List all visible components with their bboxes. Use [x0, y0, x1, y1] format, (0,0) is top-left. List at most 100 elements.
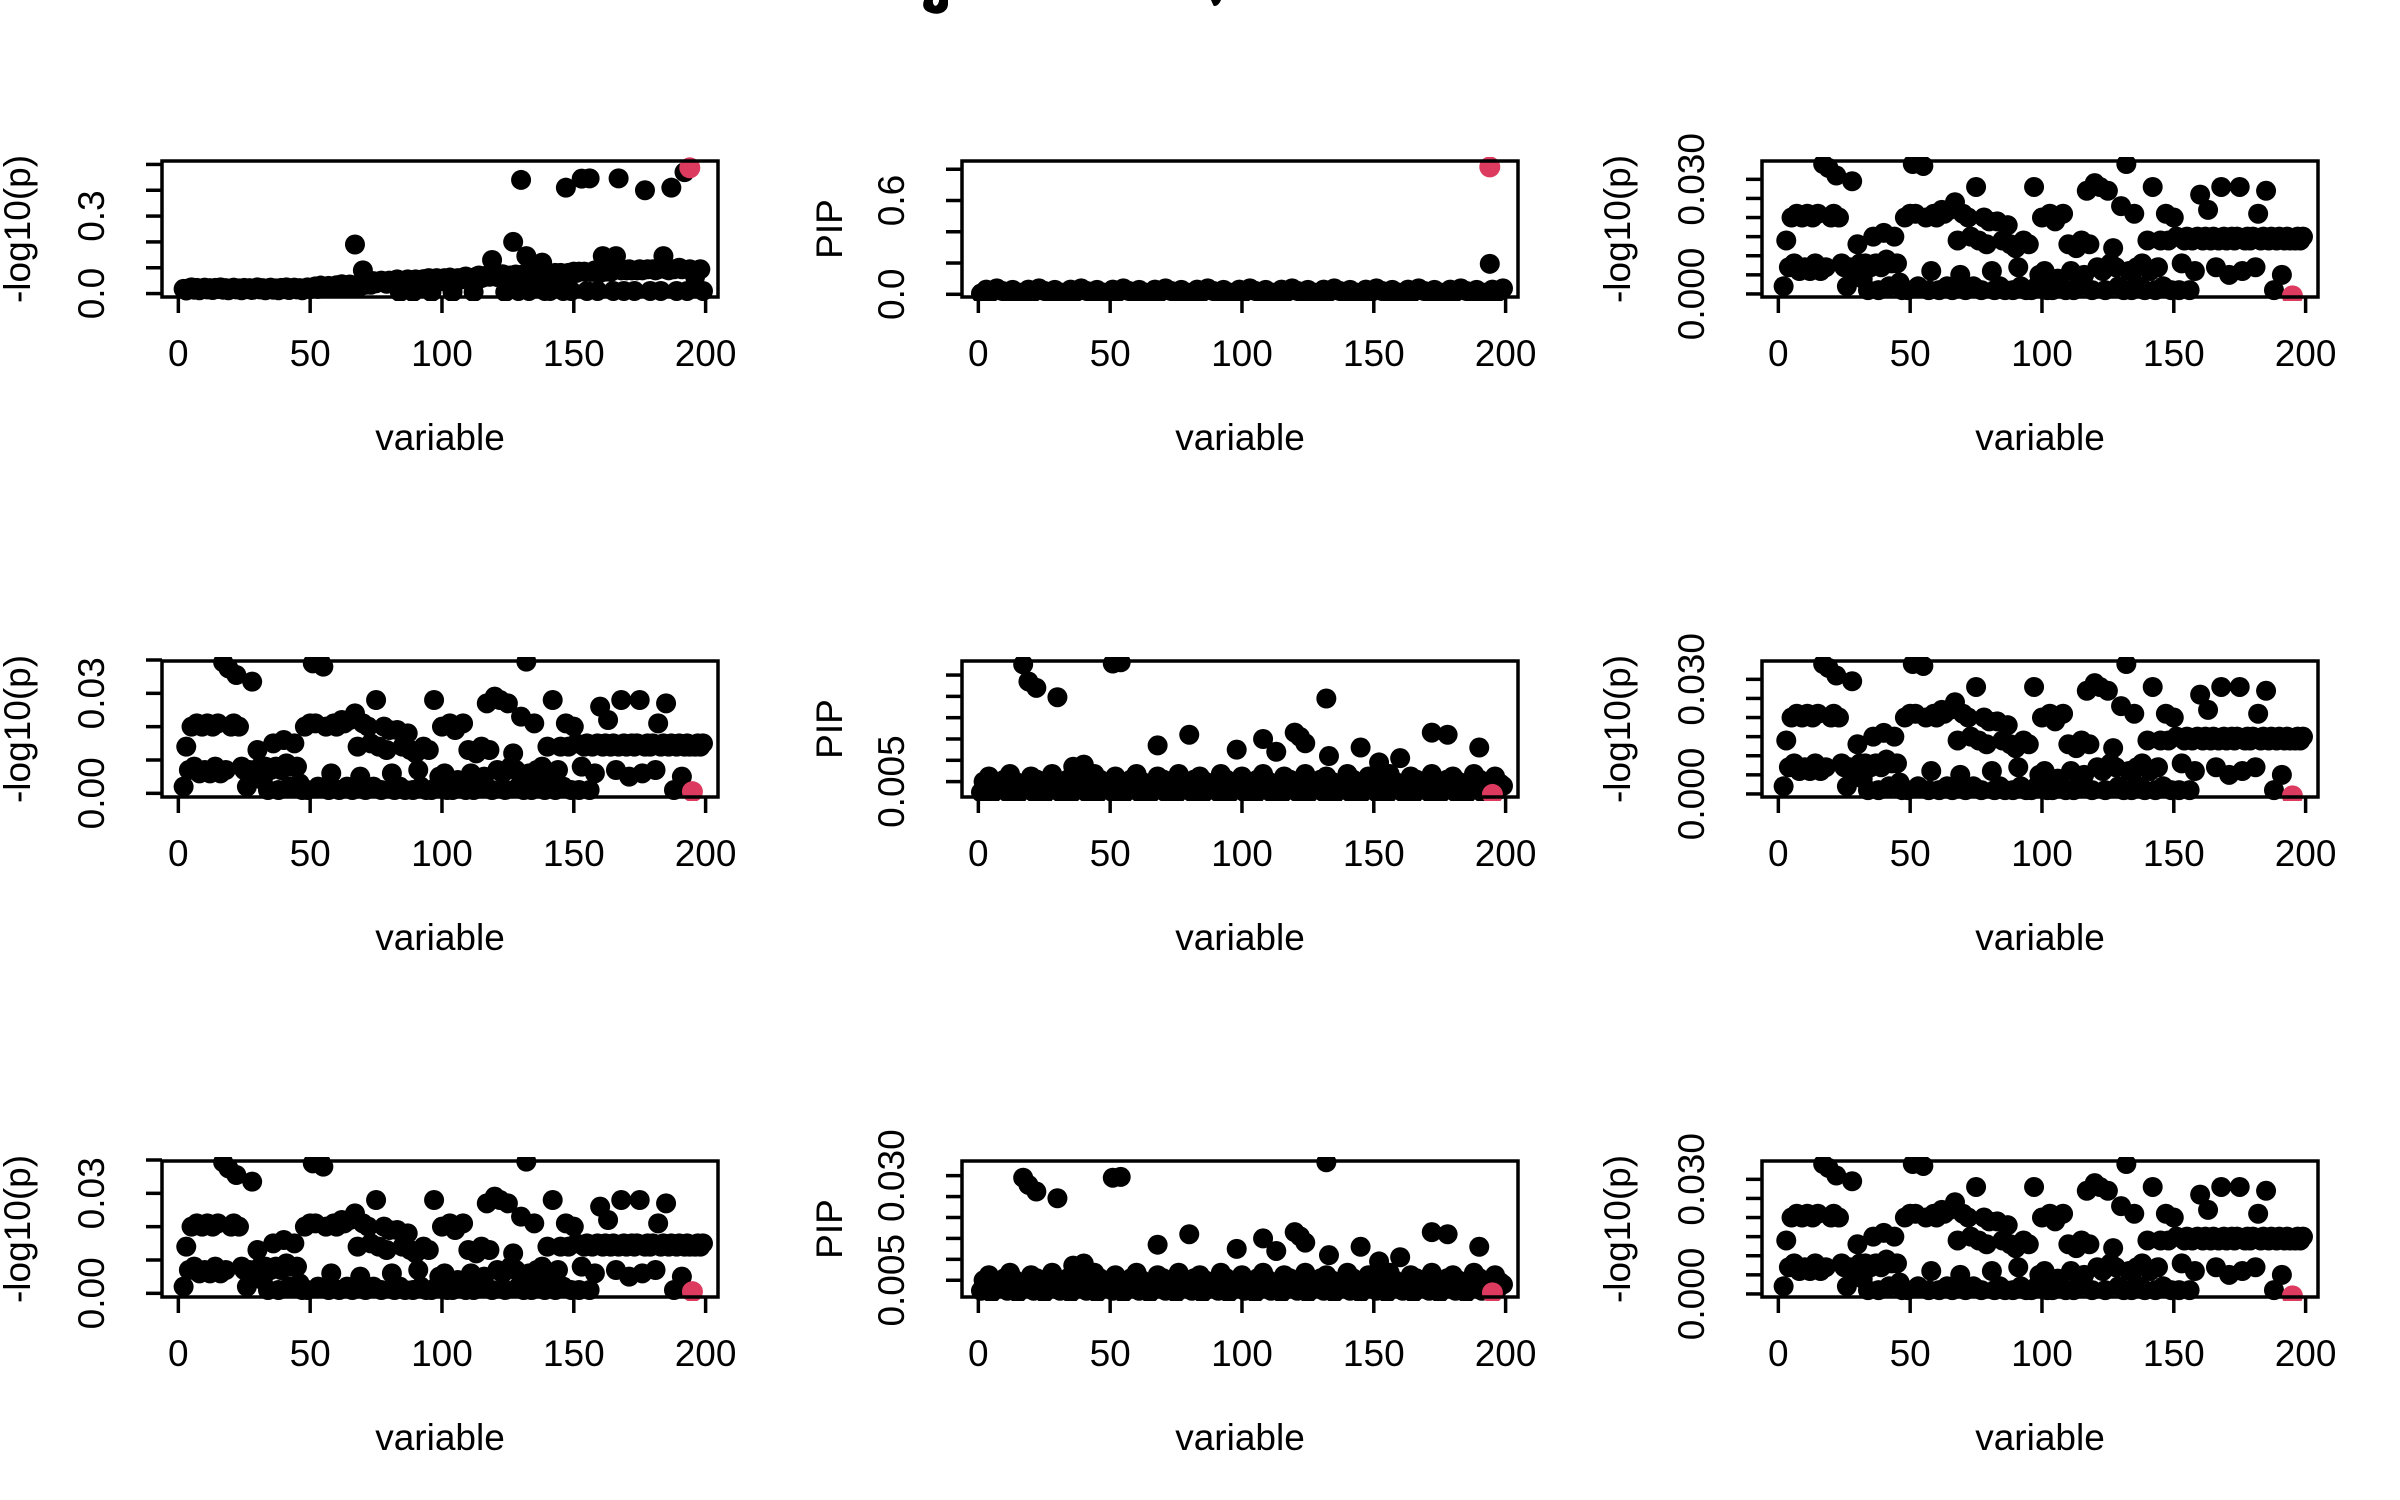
- data-point: [1884, 726, 1905, 747]
- plot-box: [960, 1159, 1520, 1299]
- data-points: [1773, 1157, 2313, 1301]
- data-point: [1421, 763, 1442, 784]
- data-point: [215, 1260, 236, 1280]
- data-point: [1815, 257, 1836, 278]
- x-axis-title: variable: [375, 417, 505, 458]
- data-point: [1358, 1265, 1379, 1286]
- data-point: [2116, 1157, 2137, 1175]
- x-tick-label: 0: [168, 333, 189, 374]
- data-point: [1390, 748, 1411, 769]
- data-point: [2263, 280, 2284, 301]
- y-axis: 0.0 0.3: [71, 162, 162, 319]
- data-point: [2008, 757, 2029, 778]
- data-point: [2097, 680, 2118, 701]
- y-axis: 0.005 0.030: [871, 1129, 962, 1327]
- x-tick-label: 100: [2011, 333, 2073, 374]
- x-tick-label: 200: [2275, 833, 2337, 874]
- data-point: [661, 177, 682, 198]
- data-point: [1147, 1234, 1168, 1255]
- data-point: [1442, 766, 1463, 787]
- data-point: [408, 1260, 429, 1280]
- data-point: [611, 1190, 632, 1210]
- data-point: [1073, 1253, 1094, 1274]
- data-point: [2245, 1257, 2266, 1278]
- data-point: [2116, 157, 2137, 175]
- data-point: [1047, 1188, 1068, 1209]
- x-tick-label: 200: [675, 833, 737, 874]
- data-point: [656, 1193, 677, 1214]
- data-point: [1253, 763, 1274, 784]
- data-point: [376, 1240, 397, 1260]
- data-point: [1921, 761, 1942, 782]
- scatter-panel-row1-col3: 0 50 100 150 200 variable 0.000 0.030 -log10(p): [1600, 133, 2336, 458]
- x-tick-label: 0: [1768, 833, 1789, 874]
- data-point: [1966, 1176, 1987, 1197]
- data-point: [2245, 757, 2266, 778]
- data-point: [1358, 766, 1379, 787]
- data-point: [1886, 753, 1907, 774]
- data-point: [1966, 176, 1987, 197]
- data-point: [2124, 703, 2145, 724]
- x-tick-label: 200: [675, 333, 737, 374]
- x-tick-label: 50: [290, 1333, 331, 1374]
- data-point: [1842, 171, 1863, 192]
- data-point: [1231, 766, 1252, 787]
- y-axis: 0.00 0.03: [71, 657, 162, 829]
- data-point: [1921, 261, 1942, 282]
- data-point: [1105, 766, 1126, 787]
- data-point: [2142, 676, 2163, 697]
- data-point: [366, 1190, 387, 1210]
- data-point: [2124, 203, 2145, 224]
- data-point: [1168, 763, 1189, 784]
- y-tick-label: 0.000: [1671, 1248, 1712, 1341]
- data-point: [555, 177, 576, 198]
- data-point: [2256, 180, 2277, 201]
- data-point: [671, 1266, 692, 1287]
- data-point: [376, 740, 397, 760]
- data-point: [226, 1165, 247, 1185]
- data-point: [1826, 1165, 1847, 1186]
- data-point: [1316, 766, 1337, 787]
- x-tick-label: 100: [1211, 833, 1273, 874]
- scatter-panel-row1-col1: 0 50 100 150 200 variable 0.0 0.3 -log10(p): [0, 155, 737, 458]
- data-point: [648, 1213, 669, 1234]
- data-point: [2211, 1176, 2232, 1197]
- data-point: [1021, 766, 1042, 787]
- data-point: [1318, 746, 1339, 767]
- data-point: [1463, 763, 1484, 784]
- data-point: [247, 740, 268, 760]
- data-point: [2018, 734, 2039, 755]
- data-point: [1400, 1265, 1421, 1286]
- data-point: [453, 713, 474, 734]
- data-point: [2292, 226, 2313, 247]
- data-point: [1776, 230, 1797, 251]
- x-tick-label: 200: [1475, 833, 1537, 874]
- data-point: [2198, 199, 2219, 220]
- y-tick-label: 0.030: [1671, 133, 1712, 226]
- x-tick-label: 200: [675, 1333, 737, 1374]
- x-tick-label: 150: [2143, 833, 2205, 874]
- data-point: [2229, 676, 2250, 697]
- data-point: [497, 1193, 518, 1214]
- x-axis-title: variable: [1975, 917, 2105, 958]
- data-point: [242, 671, 263, 692]
- data-point: [690, 259, 711, 280]
- data-point: [2053, 703, 2074, 724]
- x-tick-label: 50: [1890, 333, 1931, 374]
- data-point: [1847, 234, 1868, 255]
- x-tick-label: 50: [1890, 833, 1931, 874]
- data-point: [2263, 1280, 2284, 1301]
- scatter-panel-row3-col2: 0 50 100 150 200 variable 0.005 0.030 PIP: [809, 1129, 1536, 1458]
- data-point: [2190, 684, 2211, 705]
- data-point: [1958, 707, 1979, 728]
- data-point: [1073, 754, 1094, 775]
- data-point: [1815, 757, 1836, 778]
- y-axis-title: -log10(p): [0, 655, 38, 803]
- data-point: [579, 168, 600, 189]
- y-tick-label: 0.005: [871, 735, 912, 828]
- data-point: [1189, 766, 1210, 787]
- data-point: [247, 1240, 268, 1260]
- data-point: [397, 723, 418, 744]
- data-point: [2184, 761, 2205, 782]
